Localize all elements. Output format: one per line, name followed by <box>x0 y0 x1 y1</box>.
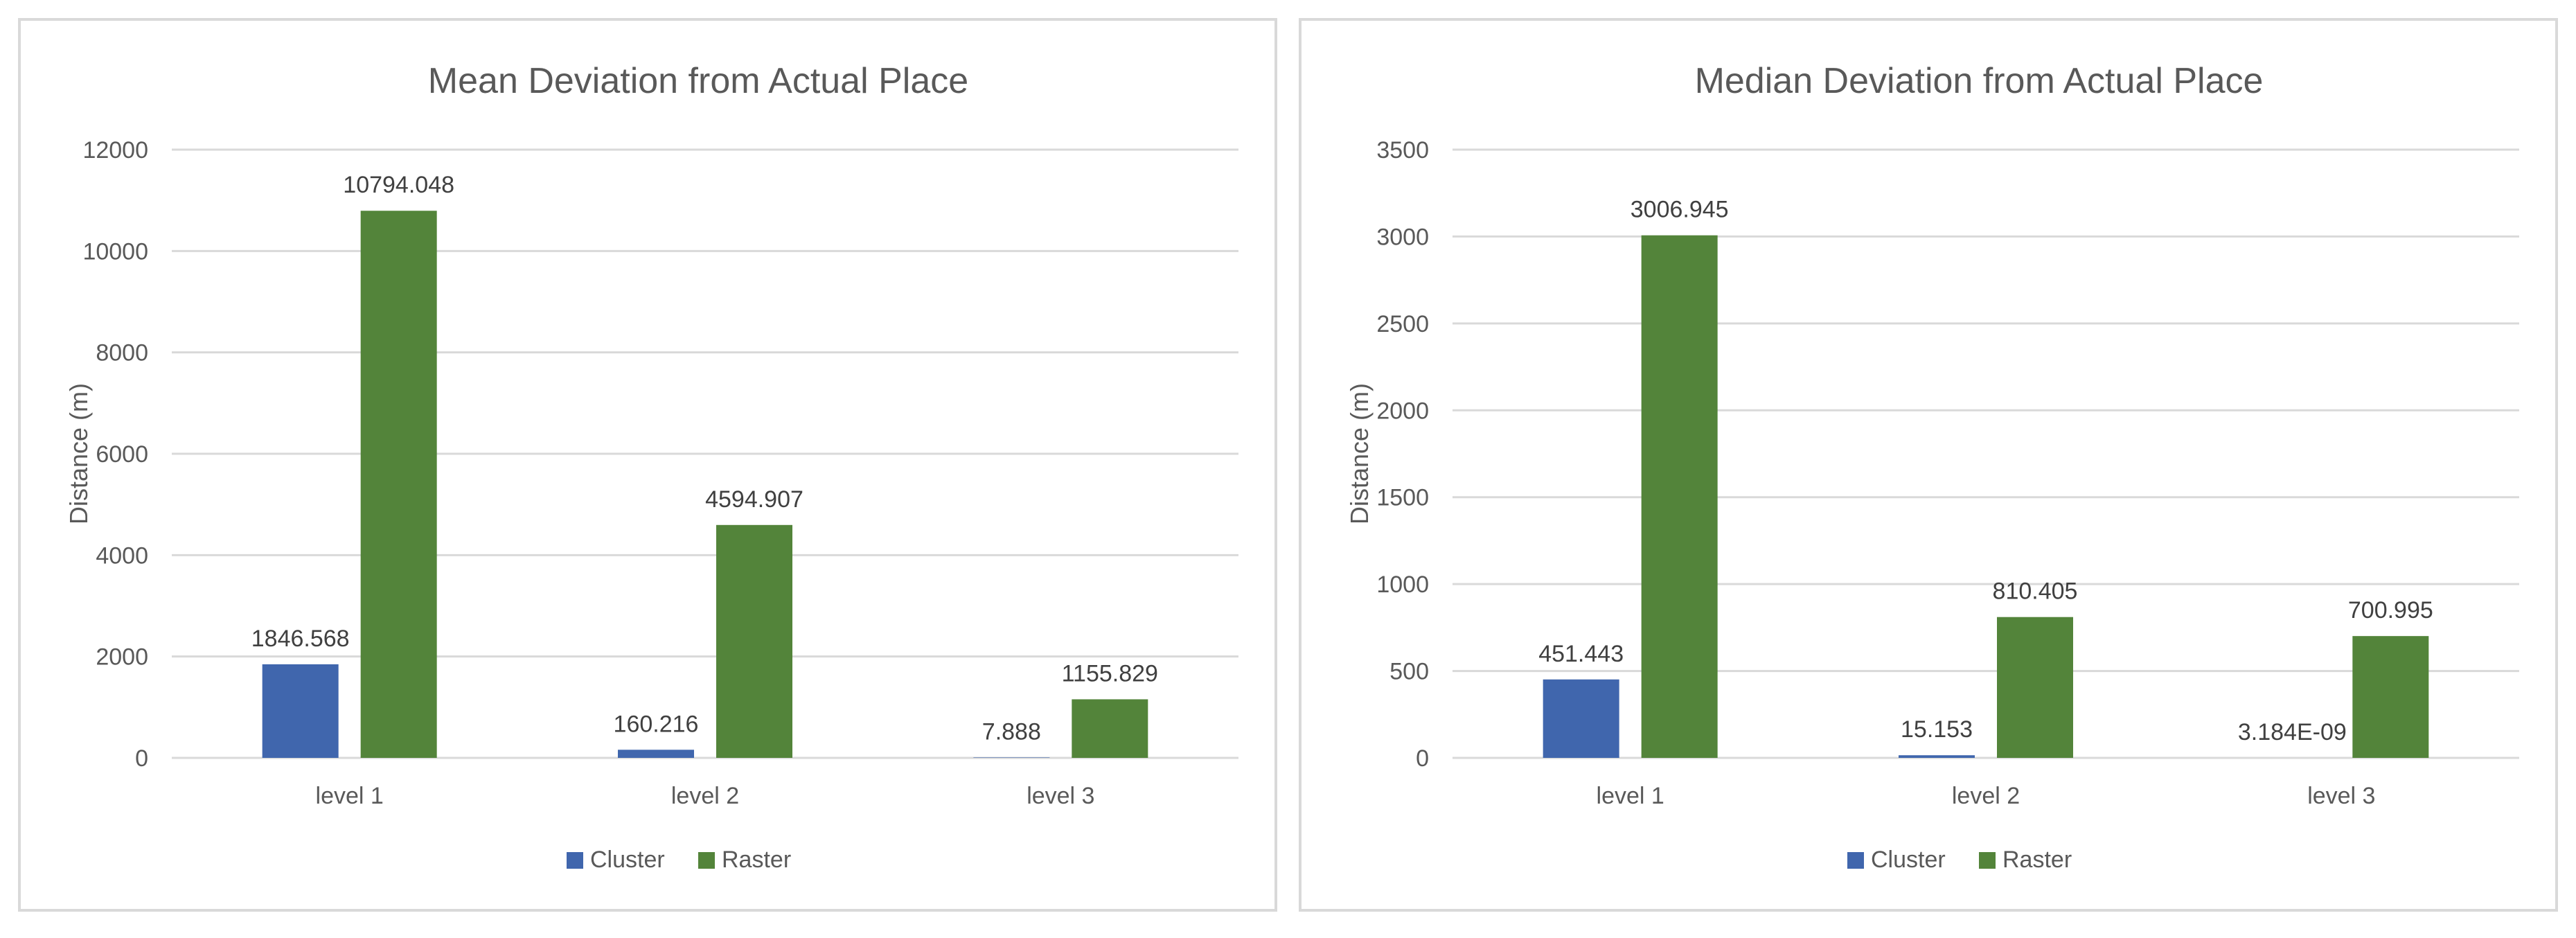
y-tick-label: 3500 <box>1376 137 1429 163</box>
chart-legend: Cluster Raster <box>567 847 791 873</box>
legend-swatch <box>698 852 715 869</box>
mean-deviation-chart: Mean Deviation from Actual Place 0 2000 400… <box>64 61 1238 873</box>
legend-swatch <box>1847 852 1864 869</box>
y-axis-label: Distance (m) <box>1345 383 1374 524</box>
bar-raster <box>1997 617 2073 758</box>
x-category-label: level 3 <box>2307 783 2375 809</box>
data-label: 3006.945 <box>1631 197 1729 223</box>
bar-raster <box>1072 699 1148 758</box>
bar-cluster <box>262 664 339 758</box>
legend-swatch <box>1979 852 1996 869</box>
data-label: 1846.568 <box>251 626 350 652</box>
data-label: 451.443 <box>1538 641 1624 667</box>
bar-cluster <box>1543 679 1619 758</box>
median-deviation-chart: Median Deviation from Actual Place 0 500 10… <box>1345 61 2519 873</box>
legend-swatch <box>567 852 583 869</box>
bar-cluster <box>1899 755 1975 758</box>
legend-label: Cluster <box>1871 847 1946 873</box>
chart-legend: Cluster Raster <box>1847 847 2072 873</box>
bar-raster <box>360 211 437 758</box>
bar-raster <box>716 524 792 758</box>
mean-deviation-chart-panel: Mean Deviation from Actual Place 0 2000 400… <box>18 18 1277 912</box>
y-tick-label: 10000 <box>82 238 148 265</box>
bar-raster <box>1641 235 1718 758</box>
y-tick-label: 4000 <box>96 542 148 569</box>
bar-cluster <box>618 750 694 758</box>
bar-cluster <box>973 757 1050 758</box>
legend-label: Cluster <box>590 847 665 873</box>
legend-label: Raster <box>2002 847 2072 873</box>
chart-title: Mean Deviation from Actual Place <box>428 61 968 101</box>
y-tick-label: 3000 <box>1376 224 1429 250</box>
y-tick-label: 1000 <box>1376 572 1429 598</box>
y-axis-label: Distance (m) <box>64 383 93 524</box>
y-tick-label: 0 <box>1416 745 1429 772</box>
x-category-label: level 1 <box>316 783 384 809</box>
data-label: 7.888 <box>982 718 1041 745</box>
y-tick-label: 1500 <box>1376 485 1429 511</box>
x-category-label: level 1 <box>1597 783 1664 809</box>
median-deviation-chart-panel: Median Deviation from Actual Place 0 500 10… <box>1299 18 2558 912</box>
data-label: 15.153 <box>1901 716 1973 743</box>
y-tick-label: 6000 <box>96 441 148 468</box>
data-label: 700.995 <box>2348 597 2433 623</box>
data-label: 10794.048 <box>343 172 454 198</box>
y-tick-label: 0 <box>135 745 148 772</box>
legend-label: Raster <box>722 847 791 873</box>
y-tick-label: 2000 <box>96 644 148 671</box>
data-label: 4594.907 <box>705 486 803 513</box>
x-category-label: level 2 <box>1952 783 2020 809</box>
y-tick-label: 2000 <box>1376 398 1429 424</box>
data-label: 1155.829 <box>1062 660 1158 687</box>
data-label: 810.405 <box>1993 578 2078 605</box>
bar-raster <box>2352 636 2429 758</box>
data-label: 160.216 <box>614 711 699 737</box>
y-tick-label: 12000 <box>82 137 148 163</box>
y-tick-label: 2500 <box>1376 311 1429 337</box>
y-tick-label: 500 <box>1389 659 1429 685</box>
x-category-label: level 3 <box>1027 783 1094 809</box>
chart-title: Median Deviation from Actual Place <box>1695 61 2264 101</box>
y-tick-label: 8000 <box>96 340 148 366</box>
data-label: 3.184E-09 <box>2238 719 2347 745</box>
x-category-label: level 2 <box>671 783 739 809</box>
